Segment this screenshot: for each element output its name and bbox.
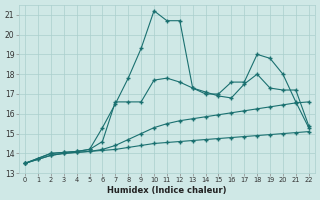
X-axis label: Humidex (Indice chaleur): Humidex (Indice chaleur) [107, 186, 227, 195]
